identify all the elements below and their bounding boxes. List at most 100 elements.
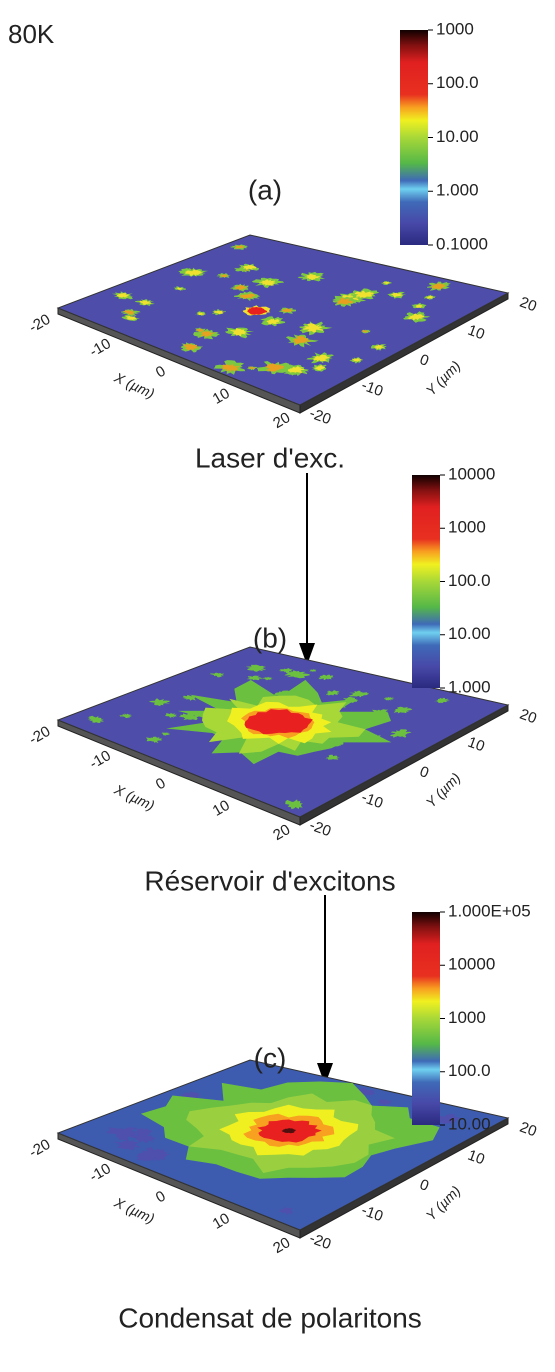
colorbar-tick-label: 1.000 bbox=[436, 181, 479, 200]
y-tick-label: 20 bbox=[517, 294, 538, 316]
intensity-contour bbox=[390, 292, 404, 298]
intensity-contour bbox=[116, 293, 130, 298]
intensity-contour bbox=[242, 264, 257, 270]
x-axis-label: X (µm) bbox=[111, 369, 157, 402]
y-tick-label: 10 bbox=[465, 734, 486, 756]
intensity-contour bbox=[284, 670, 310, 679]
intensity-contour bbox=[302, 323, 324, 333]
intensity-contour bbox=[148, 698, 171, 706]
panel-caption: Laser d'exc. bbox=[195, 442, 345, 473]
intensity-contour bbox=[196, 328, 205, 332]
intensity-contour bbox=[384, 697, 395, 701]
intensity-contour bbox=[281, 308, 293, 313]
colorbar-tick-label: 1.000E+05 bbox=[448, 901, 531, 920]
intensity-contour bbox=[425, 295, 434, 299]
colorbar bbox=[412, 912, 440, 1125]
intensity-contour bbox=[318, 674, 334, 681]
intensity-contour bbox=[213, 310, 224, 315]
intensity-contour bbox=[119, 713, 133, 718]
intensity-contour bbox=[87, 715, 104, 723]
intensity-contour bbox=[197, 312, 205, 316]
surface-plane bbox=[56, 234, 510, 406]
colorbar-tick-label: 100.0 bbox=[436, 73, 479, 92]
intensity-contour bbox=[106, 1127, 143, 1141]
intensity-contour bbox=[292, 336, 311, 345]
intensity-contour bbox=[361, 330, 368, 333]
colorbar-tick-label: 10.00 bbox=[448, 624, 491, 643]
x-tick-label: -20 bbox=[26, 311, 53, 337]
x-tick-label: -10 bbox=[87, 1160, 114, 1186]
intensity-contour bbox=[336, 298, 354, 305]
y-tick-label: -10 bbox=[359, 789, 385, 812]
intensity-contour bbox=[182, 695, 196, 701]
panel-label: (c) bbox=[254, 1042, 287, 1073]
intensity-contour bbox=[184, 269, 203, 276]
intensity-contour bbox=[313, 354, 330, 362]
x-axis-label: X (µm) bbox=[111, 1194, 157, 1227]
intensity-contour bbox=[131, 1133, 156, 1143]
intensity-contour bbox=[383, 281, 390, 285]
x-tick-label: 10 bbox=[210, 797, 233, 820]
intensity-contour bbox=[125, 315, 137, 321]
intensity-contour bbox=[135, 1127, 154, 1135]
colorbar-tick-label: 100.0 bbox=[448, 1061, 491, 1080]
arrow-head bbox=[299, 643, 315, 665]
intensity-contour bbox=[139, 300, 152, 305]
colorbar-tick-label: 10.00 bbox=[436, 127, 479, 146]
intensity-contour bbox=[161, 732, 170, 736]
y-axis-label: Y (µm) bbox=[423, 770, 464, 811]
intensity-contour bbox=[373, 344, 385, 350]
x-tick-label: -10 bbox=[87, 747, 114, 773]
intensity-contour bbox=[244, 709, 313, 735]
y-tick-label: -20 bbox=[307, 405, 333, 428]
intensity-contour bbox=[326, 690, 340, 696]
y-tick-label: -20 bbox=[307, 1230, 333, 1253]
colorbar-tick-label: 1.000 bbox=[448, 677, 491, 696]
x-tick-label: -20 bbox=[26, 723, 53, 749]
x-tick-label: 20 bbox=[270, 821, 293, 844]
intensity-contour bbox=[430, 283, 447, 290]
x-tick-label: 10 bbox=[210, 385, 233, 408]
intensity-contour bbox=[245, 664, 267, 672]
intensity-contour bbox=[309, 669, 317, 672]
intensity-contour bbox=[262, 676, 273, 681]
x-tick-label: 10 bbox=[210, 1210, 233, 1233]
intensity-contour bbox=[352, 358, 362, 362]
intensity-contour bbox=[393, 706, 413, 714]
intensity-contour bbox=[239, 293, 256, 300]
x-tick-label: 0 bbox=[153, 363, 169, 382]
intensity-contour bbox=[165, 712, 178, 718]
intensity-contour bbox=[415, 304, 423, 308]
intensity-contour bbox=[277, 1206, 294, 1215]
colorbar-tick-label: 1000 bbox=[436, 19, 474, 38]
colorbar-tick-label: 10.00 bbox=[448, 1114, 491, 1133]
intensity-contour bbox=[354, 290, 374, 298]
colorbar-tick-label: 1000 bbox=[448, 518, 486, 537]
intensity-contour bbox=[146, 736, 163, 743]
intensity-contour bbox=[287, 366, 305, 374]
x-tick-label: 20 bbox=[270, 409, 293, 432]
y-tick-label: -10 bbox=[359, 1202, 385, 1225]
intensity-contour bbox=[407, 313, 425, 321]
panel-label: (b) bbox=[253, 622, 287, 653]
temperature-label: 80K bbox=[8, 19, 55, 49]
y-tick-label: 0 bbox=[417, 1176, 431, 1195]
colorbar-tick-label: 100.0 bbox=[448, 571, 491, 590]
intensity-contour bbox=[264, 363, 285, 372]
intensity-contour bbox=[114, 1139, 141, 1150]
x-tick-label: 0 bbox=[153, 1188, 169, 1207]
intensity-contour bbox=[378, 1099, 393, 1106]
panel-label: (a) bbox=[248, 174, 282, 205]
intensity-contour bbox=[325, 754, 341, 760]
intensity-contour bbox=[199, 330, 216, 338]
x-tick-label: 20 bbox=[270, 1234, 293, 1257]
y-axis-label: Y (µm) bbox=[423, 1183, 464, 1224]
intensity-contour bbox=[248, 366, 256, 370]
intensity-contour bbox=[183, 343, 200, 351]
y-tick-label: 10 bbox=[465, 1147, 486, 1169]
y-axis-label: Y (µm) bbox=[423, 358, 464, 399]
intensity-contour bbox=[258, 279, 276, 286]
intensity-contour bbox=[136, 1146, 171, 1161]
intensity-contour bbox=[278, 668, 294, 673]
